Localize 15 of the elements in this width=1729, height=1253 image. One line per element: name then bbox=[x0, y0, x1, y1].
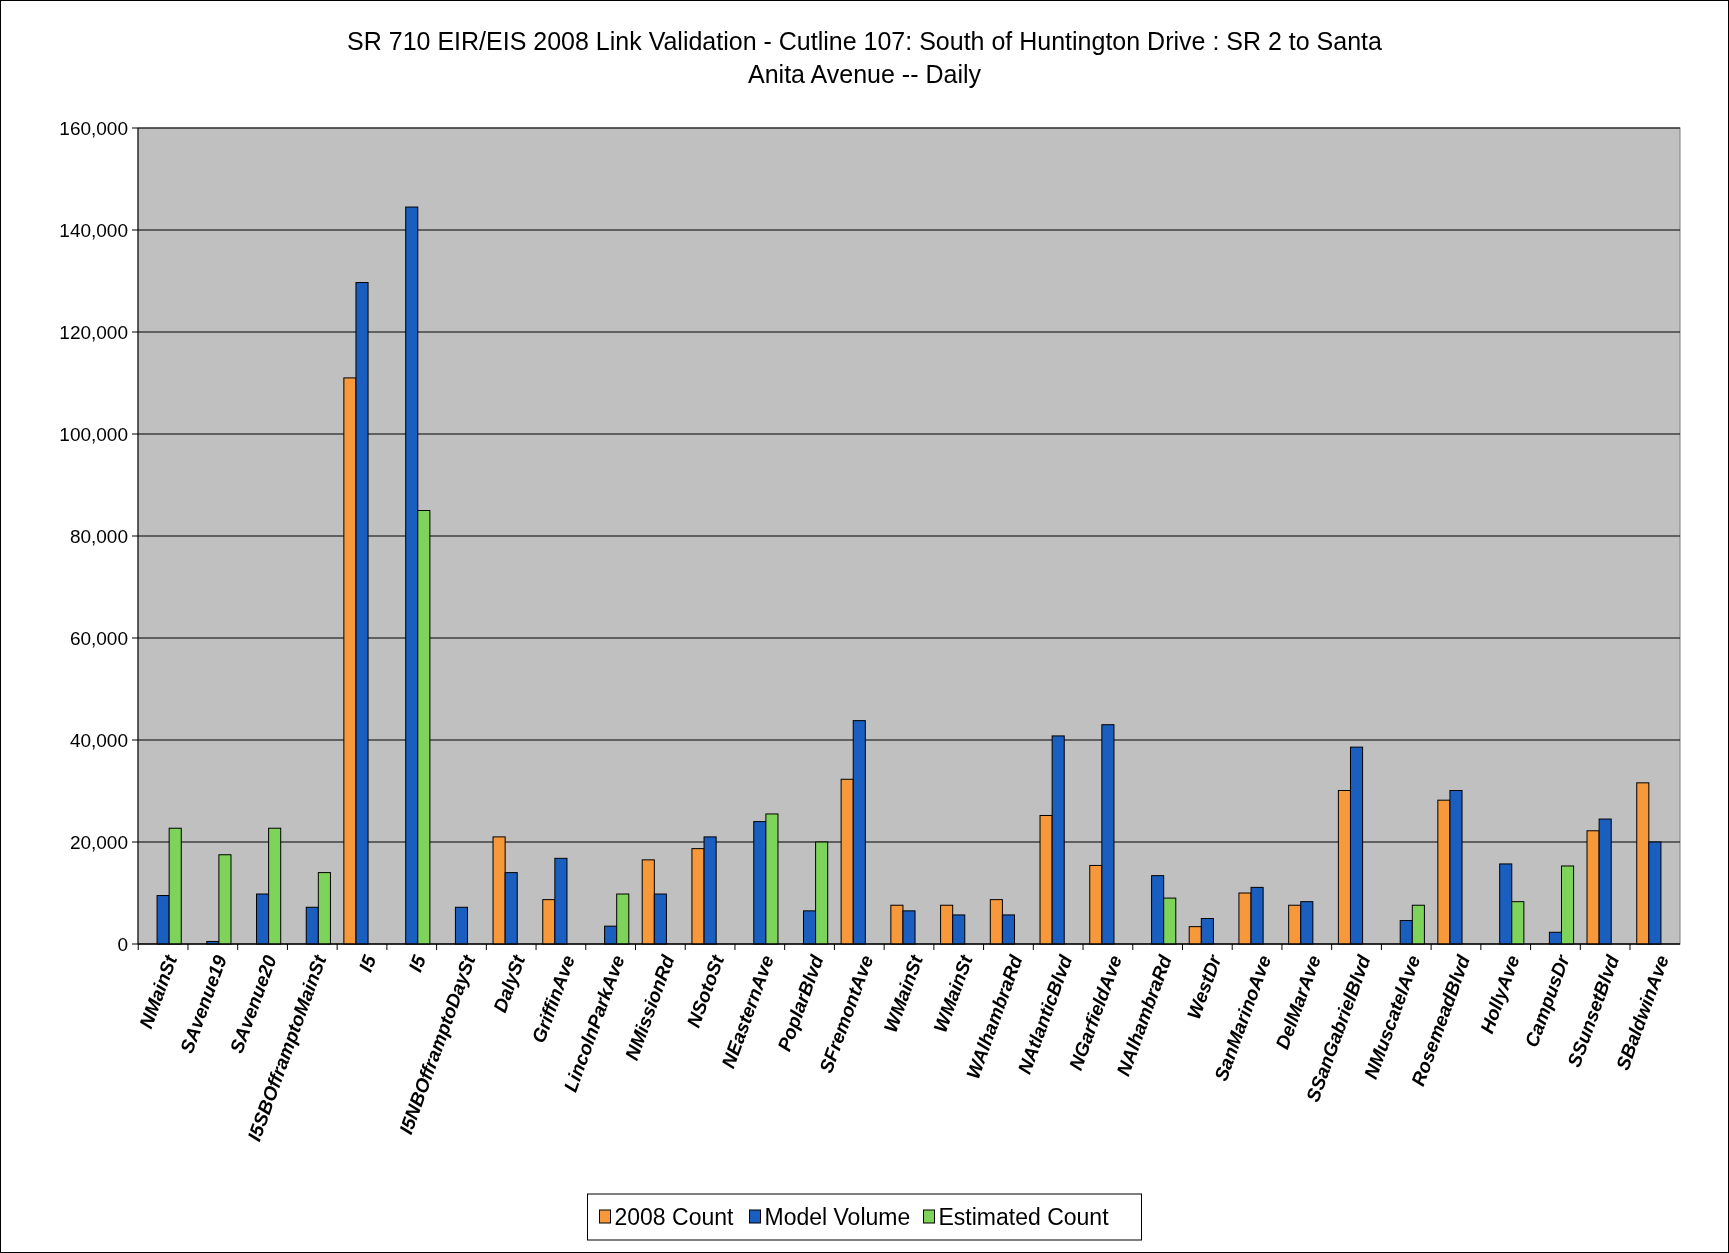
y-tick-label: 160,000 bbox=[59, 117, 128, 139]
y-tick-label: 20,000 bbox=[69, 831, 128, 853]
x-tick-label: I5 bbox=[354, 952, 381, 975]
y-tick-label: 60,000 bbox=[69, 627, 128, 649]
y-tick-label: 40,000 bbox=[69, 729, 128, 751]
y-tick-label: 100,000 bbox=[59, 423, 128, 445]
y-tick-label: 140,000 bbox=[59, 219, 128, 241]
legend-label: Model Volume bbox=[764, 1204, 911, 1231]
legend-label: 2008 Count bbox=[614, 1204, 735, 1231]
x-tick-label: DalySt bbox=[489, 951, 530, 1016]
y-tick-label: 80,000 bbox=[69, 525, 128, 547]
chart-title: SR 710 EIR/EIS 2008 Link Validation - Cutline 107: South of Huntington Drive : SR 2 to Santa Anita Avenue -- Daily bbox=[347, 27, 1383, 88]
y-tick-label: 120,000 bbox=[59, 321, 128, 343]
y-tick-label: 0 bbox=[117, 933, 128, 955]
legend-label: Estimated Count bbox=[938, 1204, 1110, 1231]
